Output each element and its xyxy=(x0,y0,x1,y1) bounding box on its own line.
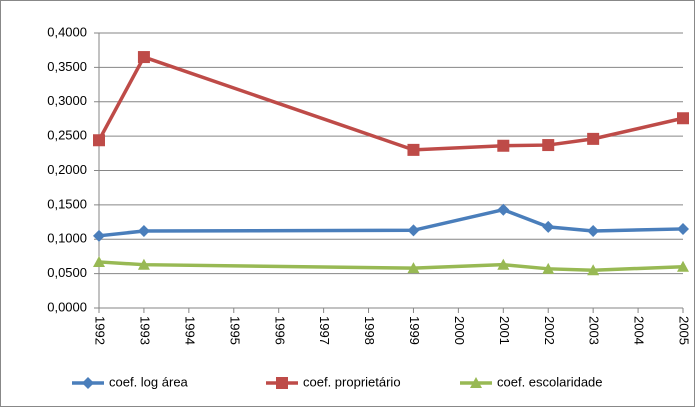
x-tick-label: 2005 xyxy=(677,316,692,345)
data-point xyxy=(137,51,150,64)
legend-label: coef. escolaridade xyxy=(497,374,603,389)
x-tick-label: 1999 xyxy=(407,316,422,345)
x-tick-label: 2004 xyxy=(632,316,647,345)
data-point xyxy=(677,222,689,235)
legend-marker xyxy=(470,377,482,388)
y-tick-label: 0,0000 xyxy=(47,299,87,314)
data-point xyxy=(677,112,689,125)
x-tick-label: 1994 xyxy=(182,316,197,345)
y-tick-label: 0,3000 xyxy=(47,93,87,108)
y-tick-label: 0,2500 xyxy=(47,128,87,143)
data-point xyxy=(587,225,600,237)
data-point xyxy=(407,262,420,274)
x-tick-label: 2002 xyxy=(542,316,557,345)
y-tick-label: 0,0500 xyxy=(47,265,87,280)
legend-marker xyxy=(82,377,94,389)
y-tick-label: 0,3500 xyxy=(47,59,87,74)
data-point xyxy=(407,224,420,237)
y-tick-label: 0,1500 xyxy=(47,196,87,211)
data-point xyxy=(93,255,105,267)
data-point xyxy=(542,262,555,274)
x-tick-label: 1992 xyxy=(93,316,108,345)
data-point xyxy=(587,264,600,276)
data-point xyxy=(137,225,150,237)
x-tick-label: 2003 xyxy=(587,316,602,345)
data-point xyxy=(587,132,600,145)
x-tick-label: 1993 xyxy=(137,316,152,345)
data-point xyxy=(93,134,105,147)
data-point xyxy=(137,258,150,270)
data-point xyxy=(407,143,420,156)
x-tick-label: 2000 xyxy=(452,316,467,345)
x-tick-label: 1998 xyxy=(362,316,377,345)
data-point xyxy=(497,258,510,270)
data-point xyxy=(542,139,555,152)
data-point xyxy=(497,203,510,216)
data-point xyxy=(677,260,689,272)
y-tick-label: 0,4000 xyxy=(47,24,87,39)
x-tick-label: 1995 xyxy=(227,316,242,345)
y-tick-label: 0,2000 xyxy=(47,162,87,177)
legend-marker xyxy=(276,377,288,389)
x-tick-label: 1996 xyxy=(272,316,287,345)
data-point xyxy=(93,229,105,242)
x-tick-label: 1997 xyxy=(317,316,332,345)
y-tick-label: 0,1000 xyxy=(47,231,87,246)
x-tick-label: 2001 xyxy=(497,316,512,345)
legend-label: coef. log área xyxy=(109,374,189,389)
legend-label: coef. proprietário xyxy=(303,374,401,389)
data-point xyxy=(497,139,510,152)
data-point xyxy=(542,220,555,233)
